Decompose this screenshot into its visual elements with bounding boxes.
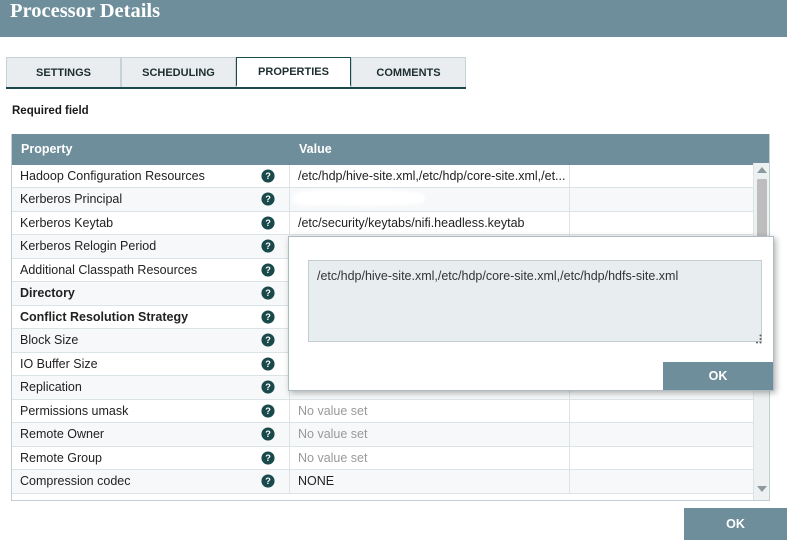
- svg-text:?: ?: [265, 335, 271, 345]
- svg-text:?: ?: [265, 382, 271, 392]
- svg-text:?: ?: [265, 476, 271, 486]
- svg-text:?: ?: [265, 359, 271, 369]
- svg-text:?: ?: [265, 194, 271, 204]
- svg-text:?: ?: [265, 171, 271, 181]
- svg-text:?: ?: [265, 453, 271, 463]
- svg-text:?: ?: [265, 288, 271, 298]
- svg-text:?: ?: [265, 406, 271, 416]
- svg-text:?: ?: [265, 218, 271, 228]
- svg-text:?: ?: [265, 265, 271, 275]
- svg-text:?: ?: [265, 312, 271, 322]
- svg-text:?: ?: [265, 429, 271, 439]
- svg-text:?: ?: [265, 241, 271, 251]
